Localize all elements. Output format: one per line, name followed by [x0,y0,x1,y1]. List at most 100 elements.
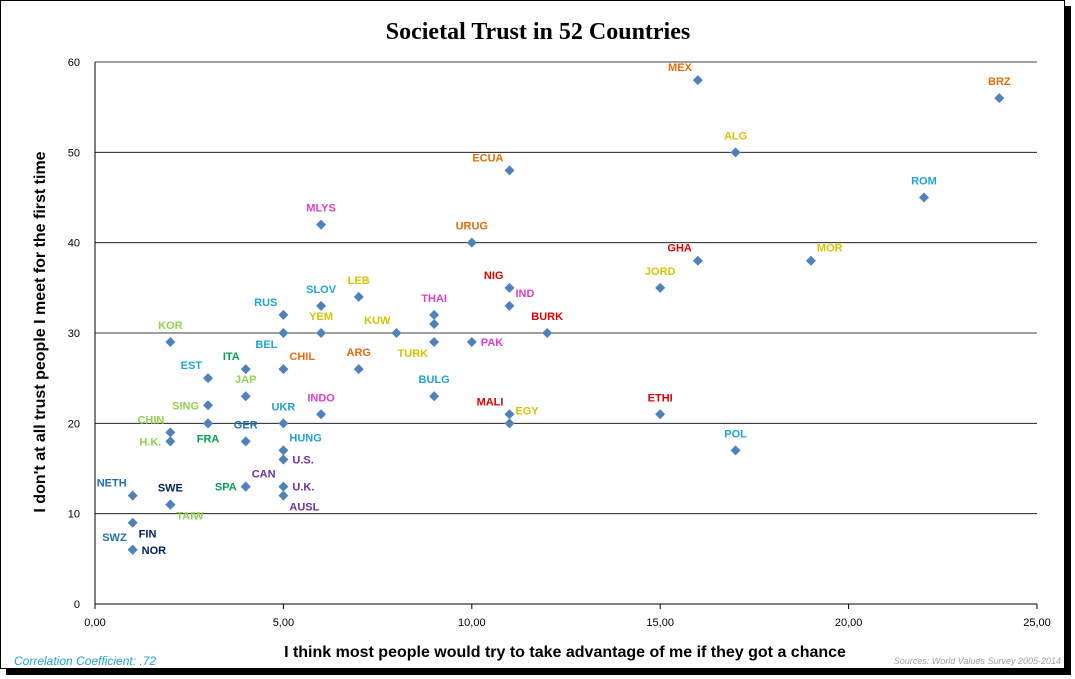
data-points [127,75,1005,555]
point-label: ALG [724,130,747,142]
point-label: U.S. [292,454,313,466]
data-point [730,147,741,158]
data-point [692,255,703,266]
point-label: MOR [817,243,843,255]
y-tick-label: 40 [68,238,80,250]
point-label: HUNG [289,432,321,444]
point-label: GER [234,419,258,431]
point-label: AUSL [289,502,319,514]
data-point [278,445,289,456]
data-point [353,291,364,302]
point-label: CHIL [289,351,315,363]
y-tick-label: 20 [68,418,80,430]
x-tick-label: 25,00 [1023,617,1051,629]
point-label: NETH [97,478,127,490]
data-point [730,445,741,456]
point-label: BRZ [988,76,1011,88]
x-tick-label: 20,00 [835,617,863,629]
axes [94,62,1038,609]
point-label: MEX [668,62,693,74]
point-label: ITA [223,351,240,363]
data-point [316,328,327,338]
x-tick-label: 0,00 [84,617,105,629]
data-point [127,544,138,555]
source-note: Sources: World Values Survey 2005-2014 [894,656,1061,666]
y-tick-label: 60 [68,57,80,69]
point-label: TURK [398,348,429,360]
data-point [165,499,176,510]
point-label: INDO [307,392,335,404]
point-label: PAK [481,337,503,349]
point-label: SWE [158,483,183,495]
data-point [429,337,440,348]
chart-frame: Societal Trust in 52 Countries 0,00 5,00 1… [0,0,1065,669]
point-label: BULG [419,374,450,386]
point-label: ROM [911,176,937,188]
data-point [316,219,327,230]
data-point [316,300,327,311]
x-tick-label: 15,00 [646,617,674,629]
chart-title: Societal Trust in 52 Countries [386,19,690,45]
data-point [203,400,214,411]
point-label: SWZ [102,532,127,544]
data-point [918,192,929,203]
data-point [240,481,251,492]
point-label: FRA [197,433,220,445]
point-labels: MEX BRZ ALG ECUA ROM MLYS URUG GHA MOR JORD NIG LEB… [97,62,1011,557]
data-point [805,255,816,266]
data-point [165,436,176,447]
point-label: MLYS [306,203,336,215]
x-axis-label: I think most people would try to take ad… [284,644,846,661]
point-label: SLOV [306,284,337,296]
point-label: CAN [252,469,276,481]
data-point [127,517,138,528]
data-point [466,337,477,348]
point-label: ECUA [472,152,503,164]
data-point [278,454,289,465]
point-label: UKR [271,401,295,413]
point-label: ARG [347,347,371,359]
data-point [429,318,440,329]
point-label: BEL [255,339,277,351]
gridlines [95,61,1037,515]
data-point [429,309,440,320]
point-label: H.K. [139,436,161,448]
data-point [316,409,327,420]
point-label: LEB [348,275,370,287]
data-point [127,490,138,501]
data-point [994,93,1005,104]
point-label: KUW [364,315,391,327]
y-axis-label: I don't at all trust people I meet for t… [32,151,49,512]
data-point [655,282,666,293]
point-label: RUS [254,297,277,309]
point-label: BURK [531,311,563,323]
data-point [240,391,251,402]
data-point [504,165,515,176]
point-label: MALI [477,396,504,408]
data-point [278,490,289,501]
data-point [504,282,515,293]
y-tick-label: 0 [74,599,80,611]
point-label: SPA [215,482,237,494]
y-tick-labels: 0 10 20 30 40 50 60 [68,57,80,611]
point-label: NIG [484,270,504,282]
data-point [203,418,214,429]
data-point [692,75,703,86]
data-point [504,409,515,420]
correlation-coefficient: Correlation Coefficient: .72 [14,654,156,668]
point-label: YEM [309,311,333,323]
y-tick-label: 50 [68,147,80,159]
data-point [655,409,666,420]
point-label: JAP [235,374,256,386]
y-tick-label: 10 [68,509,80,521]
point-label: ETHI [648,392,673,404]
point-label: EGY [515,405,539,417]
data-point [353,364,364,375]
data-point [240,436,251,447]
point-label: POL [724,428,747,440]
point-label: CHIN [137,414,164,426]
point-label: KOR [158,320,183,332]
data-point [504,300,515,311]
x-tick-label: 5,00 [273,617,294,629]
point-label: U.K. [292,482,314,494]
